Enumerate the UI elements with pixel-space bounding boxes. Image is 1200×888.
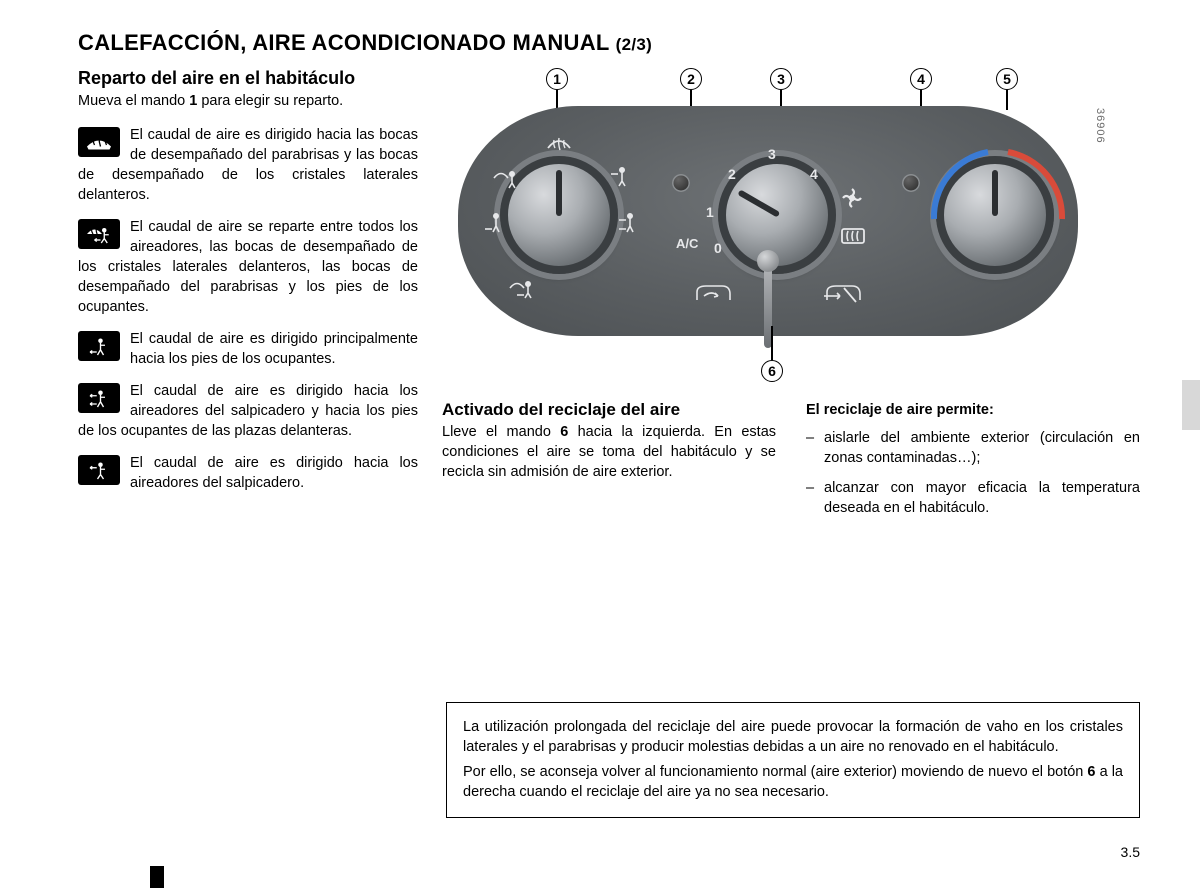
mode-defrost-icon — [546, 134, 572, 157]
mode-facefeet-bottom-icon — [508, 278, 536, 305]
content-columns: Reparto del aire en el habitáculo Mueva … — [78, 68, 1140, 528]
air-mode-item: El caudal de aire es dirigido principalm… — [78, 329, 418, 369]
air-mode-item: El caudal de aire es dirigido hacia los … — [78, 453, 418, 493]
air-mode-text: El caudal de aire es dirigido principalm… — [130, 331, 418, 367]
recycle-head: Activado del reciclaje del aire — [442, 400, 776, 420]
rear-defrost-indicator[interactable] — [902, 174, 920, 192]
face-icon — [78, 455, 120, 485]
warning-p2: Por ello, se aconseja volver al funciona… — [463, 762, 1123, 803]
callout-5: 5 — [996, 68, 1018, 90]
right-lower-columns: Activado del reciclaje del aire Lleve el… — [442, 400, 1140, 528]
callout-2: 2 — [680, 68, 702, 90]
ac-label: A/C — [676, 236, 698, 251]
fan-icon — [840, 186, 864, 215]
temp-arc-hot — [998, 144, 1068, 299]
title-main: CALEFACCIÓN, AIRE ACONDICIONADO MANUAL — [78, 30, 616, 55]
list-item: alcanzar con mayor eficacia la temperatu… — [806, 478, 1140, 518]
recirc-external-icon — [822, 282, 864, 309]
left-column: Reparto del aire en el habitáculo Mueva … — [78, 68, 418, 528]
fan-num-1: 1 — [706, 204, 714, 220]
image-code: 36906 — [1094, 108, 1106, 144]
page-title: CALEFACCIÓN, AIRE ACONDICIONADO MANUAL (… — [78, 30, 1140, 56]
fan-num-2: 2 — [728, 166, 736, 182]
air-mode-item: El caudal de aire es dirigido hacia las … — [78, 125, 418, 205]
page-number: 3.5 — [1121, 844, 1140, 860]
callout-4: 4 — [910, 68, 932, 90]
callout-6: 6 — [761, 360, 783, 382]
recycle-allows-head: El reciclaje de aire permite: — [806, 400, 1140, 420]
air-mode-text: El caudal de aire se reparte entre todos… — [78, 219, 418, 315]
mode-face-icon — [608, 166, 632, 193]
section-tab — [1182, 380, 1200, 430]
fan-num-0: 0 — [714, 240, 722, 256]
recycle-activation-block: Activado del reciclaje del aire Lleve el… — [442, 400, 776, 528]
warning-box: La utilización prolongada del reciclaje … — [446, 702, 1140, 818]
defrost-feet-icon — [78, 219, 120, 249]
left-subhead: Reparto del aire en el habitáculo — [78, 68, 418, 89]
callout-row: 1 2 3 4 5 — [448, 68, 1088, 104]
hvac-panel-figure: 36906 1 2 3 4 5 — [448, 68, 1088, 378]
callout-1: 1 — [546, 68, 568, 90]
warning-p1: La utilización prolongada del reciclaje … — [463, 717, 1123, 758]
list-item: aislarle del ambiente exterior (circulac… — [806, 428, 1140, 468]
page: CALEFACCIÓN, AIRE ACONDICIONADO MANUAL (… — [0, 0, 1200, 888]
mode-facefeet-icon — [616, 212, 640, 239]
left-intro: Mueva el mando 1 para elegir su reparto. — [78, 91, 418, 111]
recirc-internal-icon — [694, 282, 734, 309]
recycle-allows-block: El reciclaje de aire permite: aislarle d… — [806, 400, 1140, 528]
leader — [1006, 90, 1008, 110]
fan-num-3: 3 — [768, 146, 776, 162]
rear-defrost-icon — [840, 226, 866, 251]
temp-arc-cold — [928, 144, 998, 299]
air-mode-text: El caudal de aire es dirigido hacia los … — [130, 455, 418, 491]
mode-feet-icon — [482, 212, 506, 239]
title-pager: (2/3) — [616, 35, 652, 54]
ac-indicator[interactable] — [672, 174, 690, 192]
air-mode-text: El caudal de aire es dirigido hacia las … — [78, 127, 418, 203]
fan-num-4: 4 — [810, 166, 818, 182]
feet-icon — [78, 331, 120, 361]
air-mode-item: El caudal de aire es dirigido hacia los … — [78, 381, 418, 441]
right-column: 36906 1 2 3 4 5 — [442, 68, 1140, 528]
air-mode-text: El caudal de aire es dirigido hacia los … — [78, 383, 418, 439]
recycle-text: Lleve el mando 6 hacia la izquierda. En … — [442, 422, 776, 482]
leader — [771, 326, 773, 360]
air-mode-item: El caudal de aire se reparte entre todos… — [78, 217, 418, 317]
recycle-bullets: aislarle del ambiente exterior (circulac… — [806, 428, 1140, 518]
callout-3: 3 — [770, 68, 792, 90]
footer-marker — [150, 866, 164, 888]
defrost-icon — [78, 127, 120, 157]
mode-defrostfeet-icon — [492, 168, 520, 195]
face-feet-icon — [78, 383, 120, 413]
